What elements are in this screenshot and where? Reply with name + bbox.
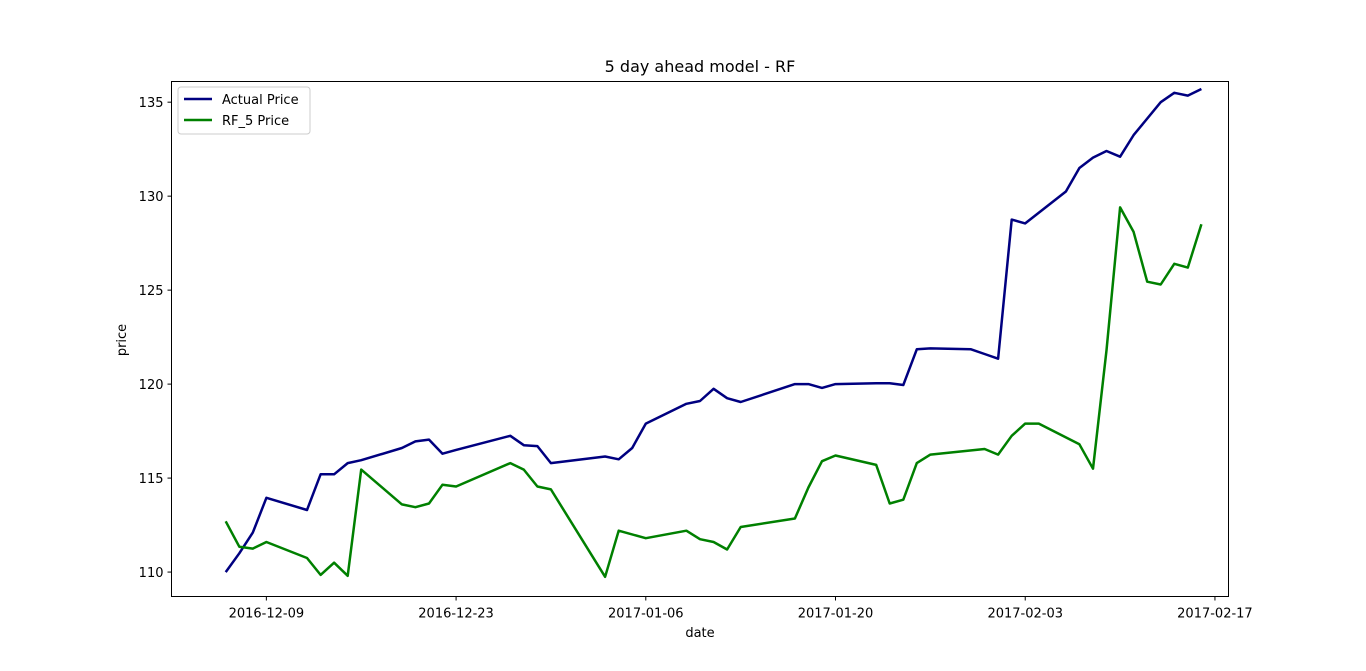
x-tick-label: 2017-02-03 <box>987 607 1063 622</box>
y-axis-label: price <box>115 324 130 356</box>
x-axis: 2016-12-09 2016-12-23 2017-01-06 2017-01-20… <box>229 596 1253 622</box>
x-tick-label: 2016-12-09 <box>229 607 305 622</box>
x-tick-label: 2017-02-17 <box>1177 607 1253 622</box>
x-tick-label: 2017-01-20 <box>798 607 874 622</box>
y-tick-label: 115 <box>139 472 164 487</box>
y-tick-label: 135 <box>139 96 164 111</box>
y-axis: 110 115 120 125 130 135 <box>139 96 172 581</box>
legend-label-rf5-price: RF_5 Price <box>222 114 289 129</box>
series-layer <box>224 87 1203 579</box>
legend: Actual Price RF_5 Price <box>177 86 311 135</box>
chart-title: 5 day ahead model - RF <box>605 57 796 76</box>
series-line-rf5-price <box>224 206 1203 579</box>
series-line-actual-price <box>224 87 1202 573</box>
x-tick-label: 2016-12-23 <box>418 607 494 622</box>
x-axis-label: date <box>685 626 714 641</box>
legend-label-actual-price: Actual Price <box>222 93 299 108</box>
y-tick-label: 110 <box>139 566 164 581</box>
x-tick-label: 2017-01-06 <box>608 607 684 622</box>
y-tick-label: 125 <box>139 284 164 299</box>
y-tick-label: 120 <box>139 378 164 393</box>
plot-frame <box>171 81 1229 597</box>
y-tick-label: 130 <box>139 190 164 205</box>
